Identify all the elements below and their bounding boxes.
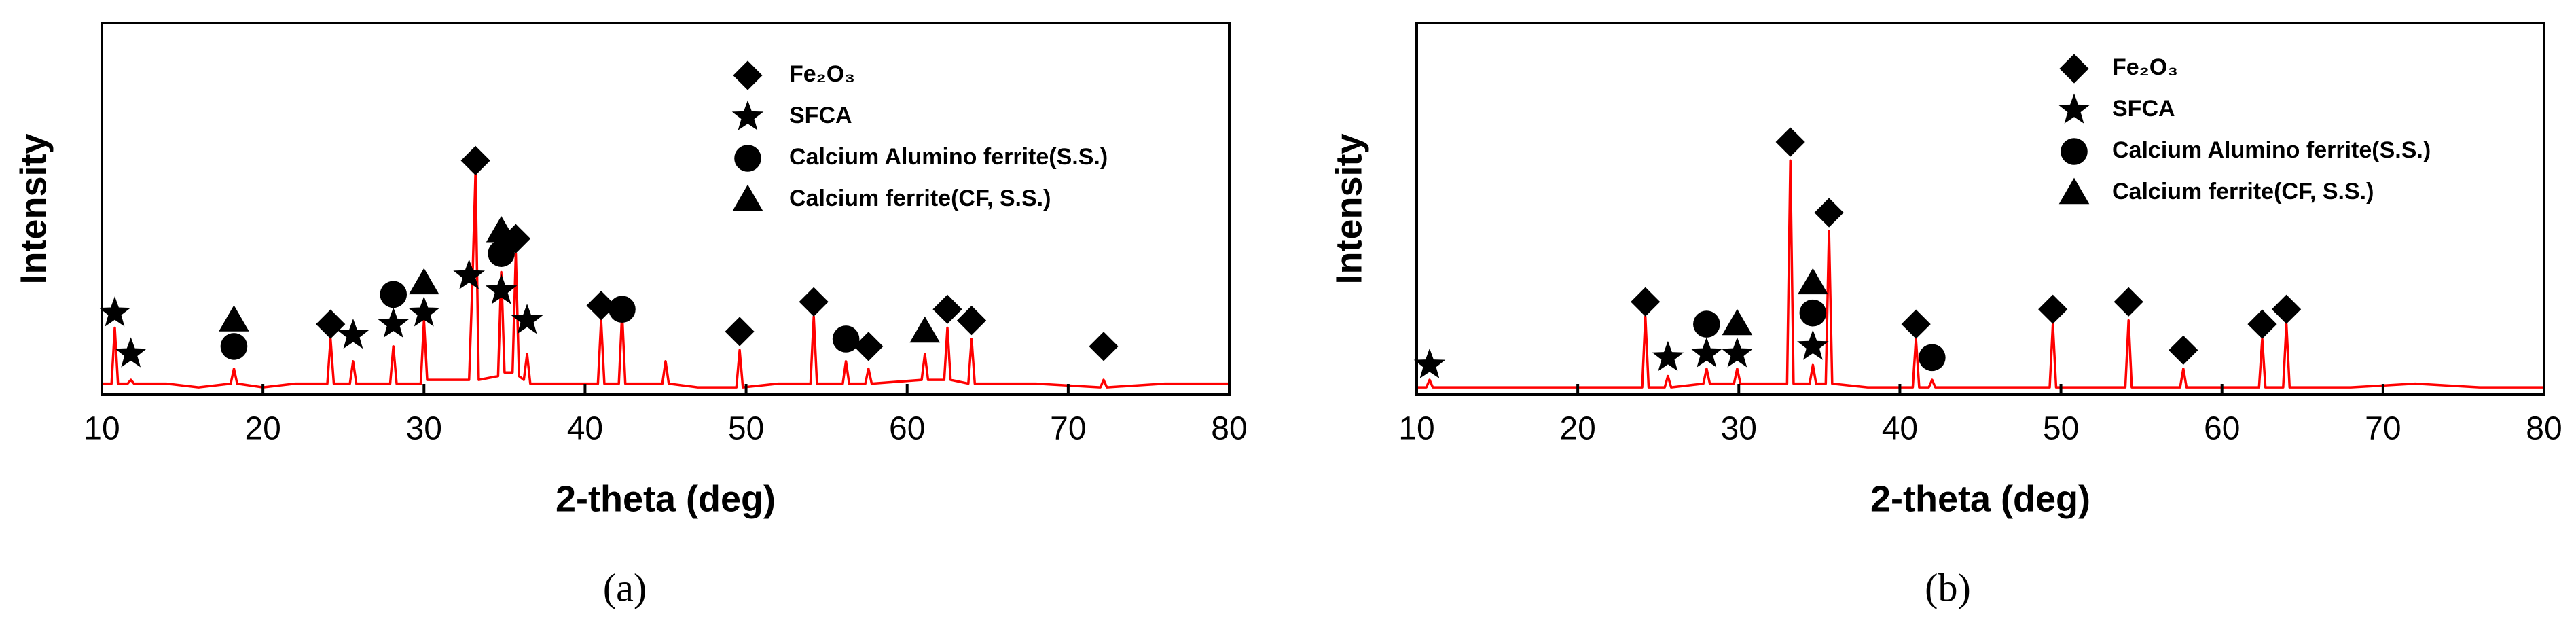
phase-marker — [1721, 337, 1754, 368]
legend-label: SFCA — [789, 103, 852, 128]
legend-label: Fe₂O₃ — [2112, 54, 2178, 80]
plot-frame — [101, 22, 1231, 396]
legend-label: Calcium ferrite(CF, S.S.) — [2112, 179, 2374, 205]
legend-symbol — [734, 145, 761, 172]
phase-marker — [586, 291, 616, 321]
phase-marker — [337, 319, 369, 349]
phase-marker — [453, 259, 485, 289]
x-tick-label: 60 — [2204, 411, 2240, 447]
phase-marker — [1690, 337, 1723, 368]
phase-marker — [219, 305, 249, 332]
phase-marker — [511, 304, 543, 334]
x-axis-label: 2-theta (deg) — [1870, 478, 2090, 519]
xrd-line — [1417, 159, 2544, 389]
panel-label: (b) — [1925, 565, 1971, 609]
phase-marker — [485, 274, 518, 304]
x-tick-label: 40 — [1882, 411, 1918, 447]
phase-marker — [799, 287, 829, 317]
phase-marker — [488, 240, 515, 267]
phase-marker — [98, 296, 131, 327]
x-tick-label: 10 — [1398, 411, 1434, 447]
phase-marker — [909, 316, 941, 343]
phase-marker — [609, 296, 636, 323]
phase-marker — [115, 337, 147, 368]
phase-marker — [377, 307, 410, 338]
x-tick-label: 30 — [1721, 411, 1757, 447]
y-axis-label: Intensity — [1328, 133, 1369, 284]
phase-marker — [408, 268, 439, 295]
phase-marker — [2169, 335, 2198, 365]
phase-marker — [1089, 332, 1119, 361]
phase-marker — [380, 281, 407, 308]
x-tick-label: 50 — [728, 411, 764, 447]
phase-marker — [854, 332, 884, 361]
phase-marker — [2038, 294, 2068, 324]
y-axis-label: Intensity — [13, 133, 54, 284]
phase-marker — [1693, 310, 1720, 338]
phase-marker — [501, 224, 531, 253]
x-tick-label: 30 — [406, 411, 442, 447]
legend-symbol — [733, 60, 763, 90]
x-tick-label: 10 — [84, 411, 120, 447]
x-tick-label: 60 — [889, 411, 925, 447]
legend-symbol — [732, 184, 763, 211]
phase-marker — [316, 309, 346, 339]
phase-marker — [1413, 348, 1446, 379]
legend-label: Fe₂O₃ — [789, 61, 855, 87]
x-tick-label: 20 — [1559, 411, 1595, 447]
phase-marker — [1901, 309, 1931, 339]
legend-symbol — [731, 100, 764, 130]
x-tick-label: 20 — [244, 411, 280, 447]
legend-symbol — [2059, 54, 2089, 84]
panel-label: (a) — [603, 565, 647, 609]
xrd-line — [102, 171, 1229, 389]
legend-symbol — [2058, 93, 2090, 124]
phase-marker — [2114, 287, 2143, 317]
phase-marker — [1797, 330, 1829, 360]
phase-marker — [956, 306, 987, 336]
phase-marker — [2271, 294, 2302, 324]
phase-marker — [725, 317, 755, 346]
x-tick-label: 40 — [567, 411, 603, 447]
legend-label: SFCA — [2112, 96, 2175, 122]
phase-marker — [1652, 340, 1684, 372]
x-tick-label: 50 — [2043, 411, 2079, 447]
phase-marker — [460, 145, 490, 175]
phase-marker — [1919, 344, 1946, 372]
phase-marker — [1798, 268, 1828, 295]
x-axis-label: 2-theta (deg) — [556, 478, 776, 519]
legend-symbol — [2061, 138, 2088, 165]
x-tick-label: 80 — [1211, 411, 1247, 447]
phase-marker — [1631, 287, 1661, 317]
phase-marker — [2247, 309, 2277, 339]
phase-marker — [832, 325, 860, 353]
x-tick-label: 80 — [2526, 411, 2562, 447]
legend-label: Calcium Alumino ferrite(S.S.) — [2112, 137, 2431, 163]
x-tick-label: 70 — [2365, 411, 2401, 447]
phase-marker — [220, 333, 248, 360]
phase-marker — [1775, 127, 1805, 157]
x-tick-label: 70 — [1050, 411, 1086, 447]
plot-frame — [1415, 22, 2545, 396]
phase-marker — [1799, 299, 1827, 327]
phase-marker — [1814, 198, 1844, 228]
legend-label: Calcium ferrite(CF, S.S.) — [789, 185, 1051, 211]
legend-label: Calcium Alumino ferrite(S.S.) — [789, 144, 1108, 170]
phase-marker — [1722, 308, 1753, 336]
phase-marker — [932, 294, 962, 324]
legend-symbol — [2058, 177, 2090, 205]
phase-marker — [408, 296, 440, 327]
